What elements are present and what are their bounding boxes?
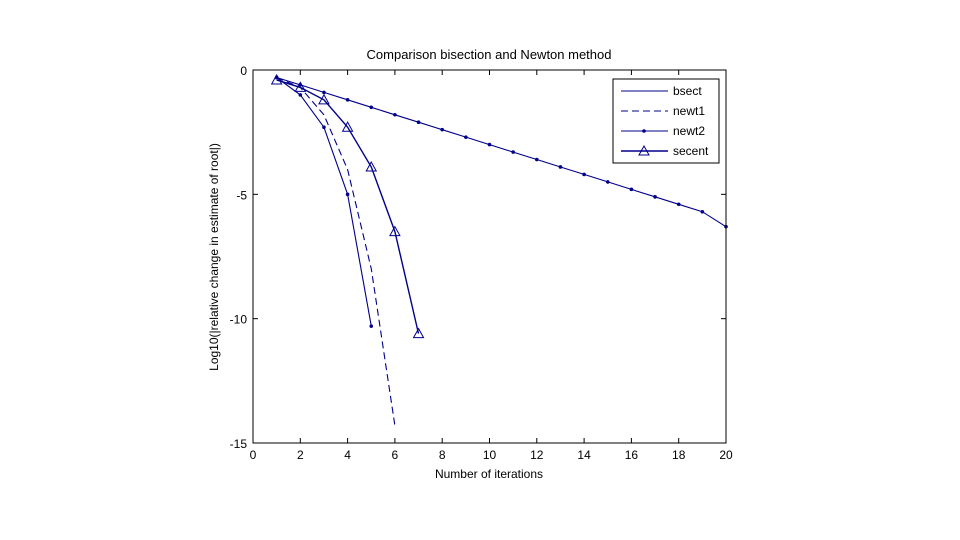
x-tick-label: 4	[344, 448, 351, 462]
x-tick-label: 18	[672, 448, 686, 462]
y-tick-label: -15	[230, 437, 248, 451]
y-tick-label: 0	[240, 64, 247, 78]
x-tick-label: 14	[577, 448, 591, 462]
data-point	[369, 324, 374, 328]
data-point	[341, 121, 354, 132]
series-line-bsect	[276, 76, 727, 228]
x-tick-label: 16	[625, 448, 639, 462]
data-point	[412, 327, 425, 339]
data-point	[487, 142, 492, 147]
x-tick-label: 20	[719, 448, 733, 462]
legend-box	[612, 78, 720, 164]
data-point	[440, 127, 445, 132]
data-point	[464, 135, 468, 139]
data-point	[294, 81, 307, 92]
y-axis-label: Log10(|relative change in estimate of ro…	[207, 143, 221, 371]
y-tick-label: -5	[236, 188, 247, 202]
legend-label-secent: secent	[673, 144, 709, 158]
series-newt1	[276, 76, 396, 426]
x-tick-label: 12	[530, 448, 544, 462]
data-point	[558, 165, 563, 169]
x-tick-label: 10	[483, 448, 497, 462]
data-point	[345, 98, 350, 102]
legend-label-bsect: bsect	[673, 84, 702, 98]
data-point	[322, 125, 326, 129]
series-secent	[270, 73, 425, 339]
data-point	[322, 90, 326, 95]
x-tick-label: 0	[250, 448, 257, 462]
data-point	[318, 93, 330, 105]
legend-label-newt1: newt1	[673, 104, 705, 118]
chart-title: Comparison bisection and Newton method	[367, 47, 612, 62]
data-point	[700, 209, 705, 214]
data-point	[389, 225, 401, 237]
data-point	[605, 180, 610, 184]
legend: bsect newt1 newt2 secent	[612, 78, 720, 164]
data-point	[653, 195, 657, 199]
ticks-layer: 0 2 4 6 8 10 12 14 16 18 20 0 -5 -10 -15	[230, 64, 733, 462]
x-tick-label: 2	[297, 448, 304, 462]
data-point	[629, 187, 634, 192]
data-point	[416, 120, 421, 125]
data-point	[582, 172, 586, 177]
data-point	[393, 112, 397, 117]
data-point	[270, 73, 283, 85]
data-point	[535, 157, 539, 162]
x-tick-label: 6	[392, 448, 399, 462]
legend-marker	[642, 129, 646, 133]
data-point	[511, 150, 515, 154]
data-point	[365, 160, 378, 172]
data-point	[676, 202, 681, 207]
series-line-secent	[276, 79, 420, 334]
x-tick-label: 8	[439, 448, 446, 462]
data-point	[298, 93, 303, 97]
x-axis-label: Number of iterations	[435, 467, 543, 481]
series-layer	[270, 73, 728, 426]
series-bsect	[274, 75, 728, 229]
legend-label-newt2: newt2	[673, 124, 705, 138]
y-tick-label: -10	[230, 313, 248, 327]
series-newt2	[274, 75, 374, 328]
series-line-newt1	[276, 76, 396, 426]
data-point	[369, 105, 374, 110]
data-point	[345, 192, 350, 197]
legend-marker	[638, 144, 650, 156]
